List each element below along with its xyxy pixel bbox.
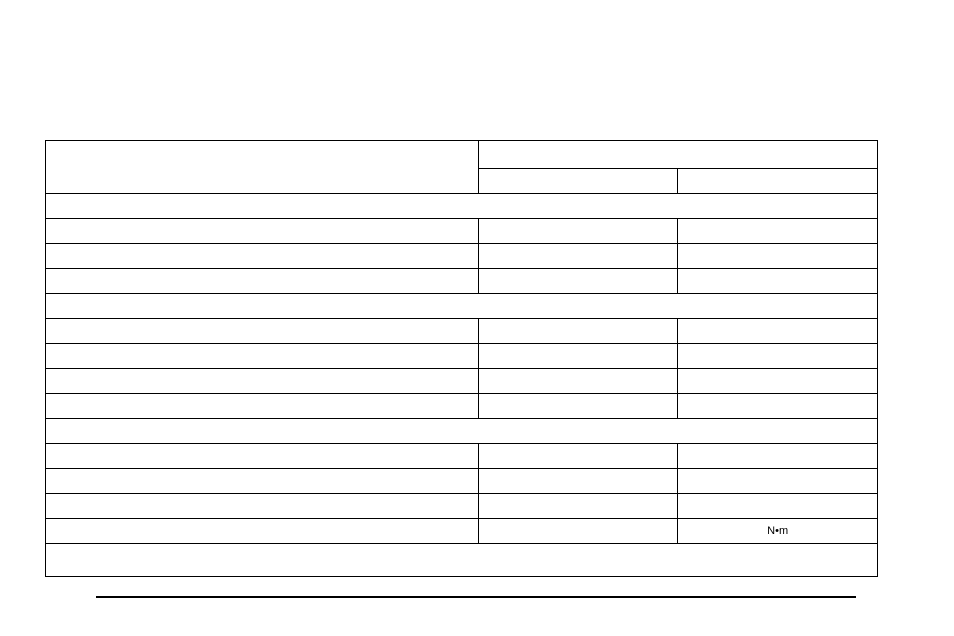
section-cell: [46, 194, 878, 219]
cell-value: [478, 319, 678, 344]
cell-label: [46, 494, 479, 519]
cell-value: [678, 469, 878, 494]
cell-value: [678, 219, 878, 244]
cell-value-nm: N•m: [678, 519, 878, 544]
cell-value: [478, 244, 678, 269]
page-divider: [96, 596, 856, 598]
cell-value: [478, 344, 678, 369]
table-row: [46, 469, 878, 494]
cell-value: [478, 469, 678, 494]
table-row: [46, 219, 878, 244]
cell-label: [46, 369, 479, 394]
cell-value: [678, 394, 878, 419]
cell-value: [678, 319, 878, 344]
table-row: [46, 344, 878, 369]
cell-value: [478, 394, 678, 419]
table-row: [46, 444, 878, 469]
cell-label: [46, 344, 479, 369]
cell-label: [46, 394, 479, 419]
table-row: [46, 394, 878, 419]
cell-value: [478, 219, 678, 244]
cell-value: [678, 244, 878, 269]
cell-value: [678, 494, 878, 519]
cell-label: [46, 444, 479, 469]
cell-value: [478, 519, 678, 544]
table-row: [46, 269, 878, 294]
cell-value: [478, 494, 678, 519]
section-row: [46, 194, 878, 219]
cell-label: [46, 269, 479, 294]
cell-label: [46, 519, 479, 544]
spec-table: N•m: [45, 140, 878, 577]
table-row: [46, 319, 878, 344]
table-row: N•m: [46, 519, 878, 544]
table-row: [46, 369, 878, 394]
cell-value: [678, 269, 878, 294]
header-cell-group: [478, 141, 877, 169]
cell-label: [46, 319, 479, 344]
section-row: [46, 294, 878, 319]
cell-value: [678, 444, 878, 469]
footer-cell: [46, 544, 878, 577]
table-row: [46, 494, 878, 519]
header-subcell-1: [478, 169, 678, 194]
cell-value: [478, 269, 678, 294]
cell-label: [46, 244, 479, 269]
cell-label: [46, 469, 479, 494]
header-cell-main: [46, 141, 479, 194]
section-cell: [46, 294, 878, 319]
table-row: [46, 244, 878, 269]
section-row: [46, 419, 878, 444]
table-header-row-1: [46, 141, 878, 169]
cell-value: [478, 369, 678, 394]
cell-value: [478, 444, 678, 469]
cell-value: [678, 369, 878, 394]
footer-row: [46, 544, 878, 577]
cell-label: [46, 219, 479, 244]
cell-value: [678, 344, 878, 369]
header-subcell-2: [678, 169, 878, 194]
section-cell: [46, 419, 878, 444]
data-table: N•m: [45, 140, 878, 577]
